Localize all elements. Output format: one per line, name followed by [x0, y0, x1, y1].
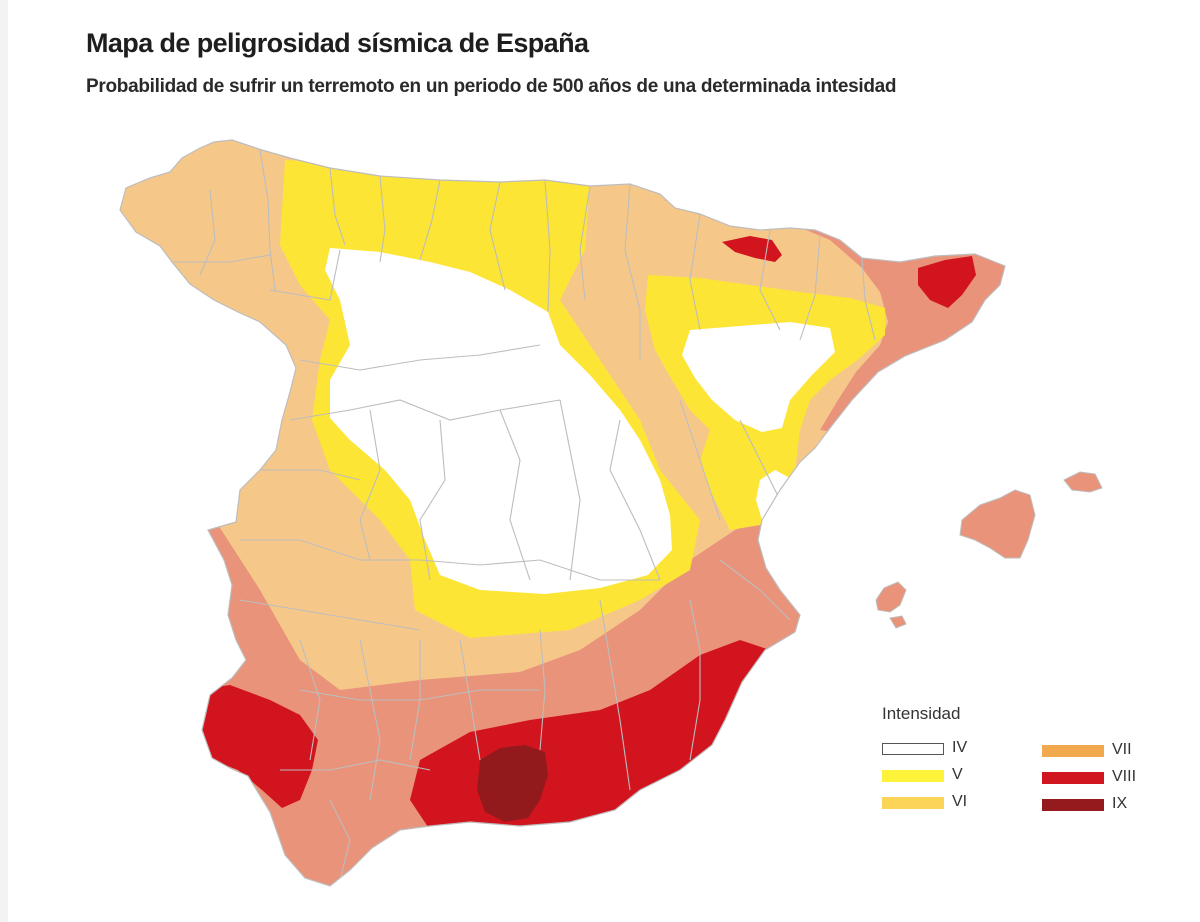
zone-intensity-iv-east	[682, 322, 835, 432]
legend-label-iv: IV	[952, 739, 968, 756]
legend-label-v: V	[952, 766, 963, 783]
island-menorca	[1063, 471, 1103, 493]
legend-label-ix: IX	[1112, 795, 1128, 812]
island-mallorca	[959, 489, 1036, 559]
legend-title: Intensidad	[882, 704, 961, 723]
legend-swatch-ix	[1042, 799, 1104, 811]
legend-swatch-iv	[882, 743, 944, 755]
legend-swatch-v	[882, 770, 944, 782]
page-subtitle: Probabilidad de sufrir un terremoto en u…	[86, 76, 897, 97]
zone-intensity-iv-valencia	[756, 470, 790, 520]
legend-swatch-vii	[1042, 745, 1104, 757]
zone-intensity-ix-granada	[477, 745, 548, 822]
zone-intensity-iv-west	[325, 248, 672, 594]
province-borders	[172, 149, 876, 881]
legend-label-vii: VII	[1112, 741, 1132, 758]
legend-swatch-vi	[882, 797, 944, 809]
island-ibiza	[875, 581, 907, 613]
page-title: Mapa de peligrosidad sísmica de España	[86, 28, 589, 58]
zone-intensity-viii-huelva	[195, 685, 318, 808]
legend-swatch-viii	[1042, 772, 1104, 784]
balearic-islands	[875, 471, 1103, 629]
zone-intensity-viii-catalonia	[918, 256, 976, 308]
legend-label-viii: VIII	[1112, 768, 1137, 785]
legend-label-vi: VI	[952, 793, 968, 810]
island-formentera	[889, 615, 907, 629]
zone-intensity-viii-pyrenees	[722, 236, 782, 262]
page-edge-strip	[0, 0, 8, 922]
intensity-legend: Intensidad IV V VI VII VIII IX	[882, 704, 1162, 824]
